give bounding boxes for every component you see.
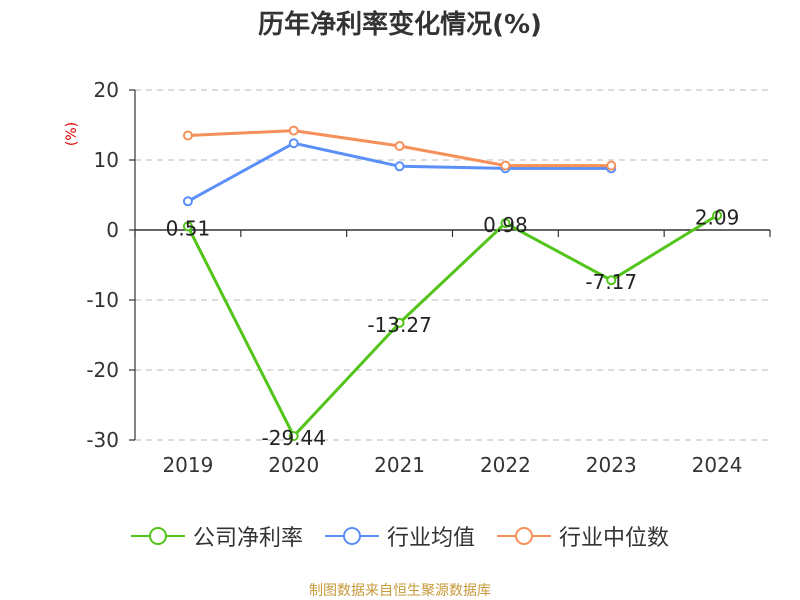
x-tick-label: 2019 bbox=[162, 453, 213, 477]
y-tick-label: -20 bbox=[86, 358, 119, 382]
data-point bbox=[500, 160, 511, 171]
data-point bbox=[394, 141, 405, 151]
y-tick-label: 0 bbox=[106, 218, 119, 242]
legend-line-circle-icon bbox=[130, 527, 185, 545]
data-label: -13.27 bbox=[367, 313, 431, 337]
legend-line-circle-icon bbox=[324, 527, 379, 545]
data-point bbox=[712, 210, 723, 221]
data-point bbox=[500, 218, 511, 229]
data-point bbox=[606, 160, 617, 171]
data-point bbox=[394, 317, 405, 328]
legend-item-company[interactable]: 公司净利率 bbox=[130, 520, 303, 552]
x-tick-label: 2022 bbox=[480, 453, 531, 477]
legend-item-industry-median[interactable]: 行业中位数 bbox=[497, 520, 669, 552]
y-tick-label: -30 bbox=[86, 428, 119, 452]
legend-line-circle-icon bbox=[497, 527, 551, 545]
legend-label: 公司净利率 bbox=[192, 526, 303, 551]
data-point bbox=[394, 161, 405, 172]
x-tick-label: 2020 bbox=[268, 453, 319, 477]
legend-label: 行业中位数 bbox=[559, 526, 670, 551]
data-point bbox=[606, 275, 617, 286]
x-tick-label: 2023 bbox=[586, 453, 637, 477]
series-line bbox=[186, 214, 718, 438]
chart-title: 历年净利率变化情况(%) bbox=[258, 10, 542, 40]
data-point bbox=[288, 431, 299, 442]
data-label: 0.51 bbox=[166, 216, 211, 240]
data-point bbox=[288, 138, 299, 149]
data-point bbox=[182, 196, 193, 207]
series-line bbox=[187, 141, 612, 203]
y-tick-label: 10 bbox=[94, 148, 119, 172]
y-tick-label: -10 bbox=[86, 288, 119, 312]
x-tick-label: 2024 bbox=[692, 453, 743, 477]
data-point bbox=[288, 125, 299, 136]
data-label: -7.17 bbox=[585, 270, 637, 294]
chart-legend: 公司净利率 行业均值 行业中位数 bbox=[0, 520, 800, 552]
data-label: -29.44 bbox=[262, 426, 326, 450]
data-source-note: 制图数据来自恒生聚源数据库 bbox=[309, 583, 491, 599]
y-tick-label: 20 bbox=[94, 78, 119, 102]
x-tick-label: 2021 bbox=[374, 453, 425, 477]
legend-label: 行业均值 bbox=[386, 526, 475, 551]
data-label: 0.98 bbox=[483, 213, 528, 237]
data-point bbox=[182, 221, 193, 232]
line-chart: 20 10 0 -10 -20 -30 2019 2020 2021 2022 2023 2024 0.… bbox=[86, 78, 771, 477]
data-point bbox=[182, 130, 193, 141]
data-label: 2.09 bbox=[695, 205, 740, 229]
legend-item-industry-average[interactable]: 行业均值 bbox=[324, 520, 475, 552]
